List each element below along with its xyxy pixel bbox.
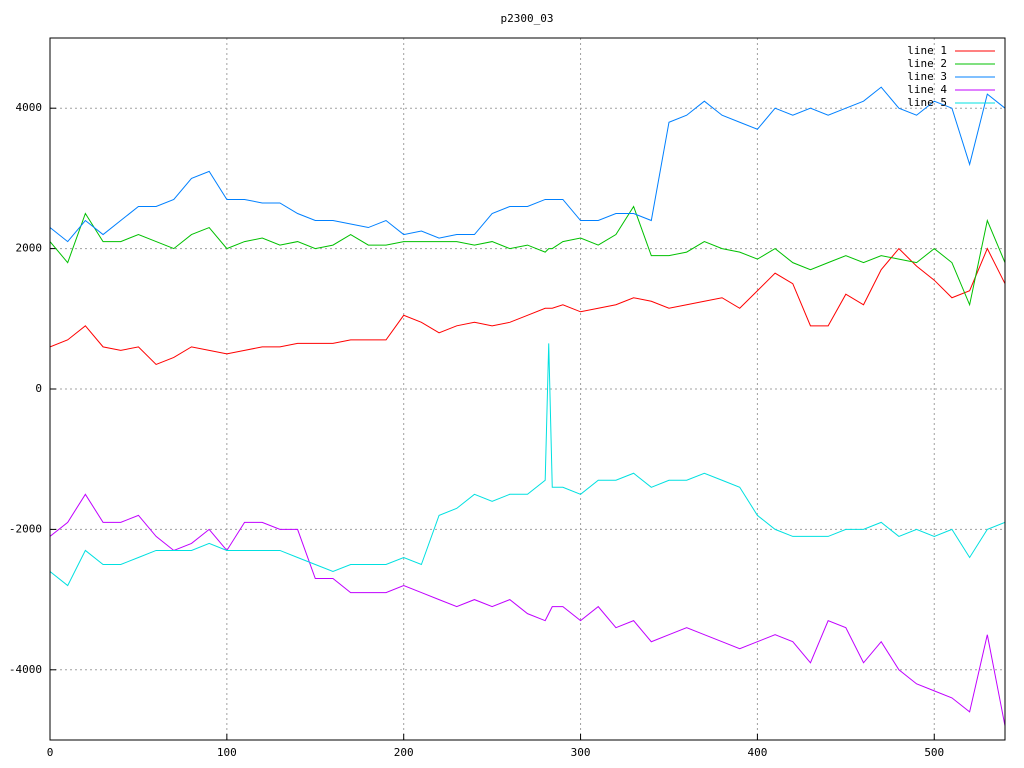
chart-title: p2300_03: [501, 12, 554, 25]
y-tick-label: 0: [35, 382, 42, 395]
legend-label: line 3: [907, 70, 947, 83]
y-tick-label: -4000: [9, 663, 42, 676]
series-line: [50, 343, 1005, 587]
y-tick-label: 2000: [16, 242, 43, 255]
legend-label: line 4: [907, 83, 947, 96]
series-line: [50, 205, 1005, 307]
x-tick-label: 500: [924, 746, 944, 759]
x-tick-label: 400: [747, 746, 767, 759]
series-line: [50, 247, 1005, 366]
plot-frame: [49, 37, 1006, 741]
legend-label: line 5: [907, 96, 947, 109]
x-tick-label: 300: [571, 746, 591, 759]
y-tick-label: 4000: [16, 101, 43, 114]
series-line: [50, 493, 1005, 727]
x-tick-label: 100: [217, 746, 237, 759]
legend-label: line 2: [907, 57, 947, 70]
series-line: [50, 86, 1005, 243]
y-tick-label: -2000: [9, 522, 42, 535]
x-tick-label: 0: [47, 746, 54, 759]
x-tick-label: 200: [394, 746, 414, 759]
legend-label: line 1: [907, 44, 947, 57]
